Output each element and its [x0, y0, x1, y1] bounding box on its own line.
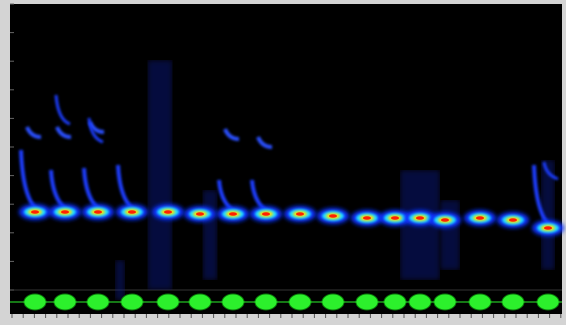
call-peak: [509, 218, 517, 222]
harmonic: [55, 126, 72, 139]
y-axis: [10, 3, 14, 291]
call-peak: [441, 218, 449, 222]
call-peak: [329, 214, 337, 218]
high-sweep: [54, 94, 71, 126]
call-peak: [128, 210, 136, 214]
call-peak: [94, 210, 102, 214]
noise-patch: [440, 200, 460, 270]
call-peak: [262, 212, 270, 216]
call-peak: [363, 216, 371, 220]
noise-patch: [202, 190, 218, 280]
calls: [19, 94, 564, 236]
call-peak: [196, 212, 204, 216]
call-peak: [476, 216, 484, 220]
call-peak: [61, 210, 69, 214]
high-sweep: [87, 117, 104, 144]
waveform: [10, 293, 562, 311]
noise-patch: [541, 160, 555, 270]
noise-patch: [147, 60, 173, 290]
call-peak: [544, 226, 552, 230]
spectrogram-area: [10, 4, 562, 290]
call-peak: [229, 212, 237, 216]
noise-patch: [115, 260, 125, 300]
harmonic: [256, 136, 273, 149]
x-axis: [11, 314, 562, 318]
call-peak: [31, 210, 39, 214]
high-sweep: [542, 161, 559, 181]
harmonic: [25, 126, 42, 139]
harmonic: [223, 128, 240, 141]
call-peak: [164, 210, 172, 214]
call-peak: [416, 216, 424, 220]
call-peak: [391, 216, 399, 220]
call-peak: [296, 212, 304, 216]
